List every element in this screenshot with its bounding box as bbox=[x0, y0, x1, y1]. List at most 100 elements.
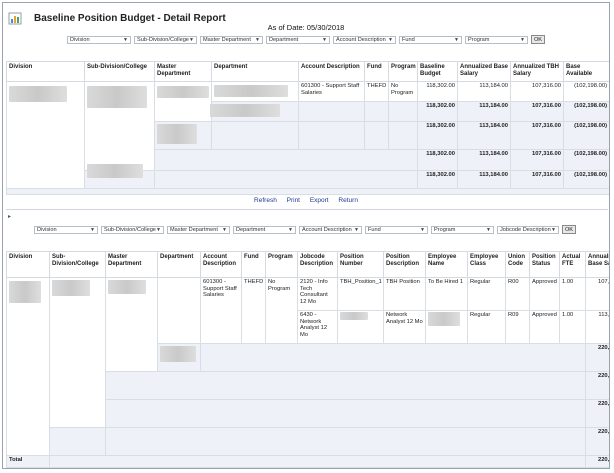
summary-table: Division Sub-Division/College Master Dep… bbox=[6, 61, 609, 195]
department-dropdown[interactable]: Department ▼ bbox=[266, 35, 330, 44]
detail-table: Division Sub-Division/College Master Dep… bbox=[6, 251, 609, 468]
position-number-cell bbox=[337, 310, 384, 344]
chevron-down-icon: ▼ bbox=[551, 226, 556, 233]
table-row: 601300 - Support Staff Salaries THEFD No… bbox=[6, 277, 609, 456]
subdivision-subtotal-cell bbox=[49, 427, 106, 456]
empty-cell bbox=[105, 371, 586, 400]
col-header-master-department: Master Department bbox=[105, 251, 158, 278]
redacted-block bbox=[108, 280, 146, 294]
fund-dropdown-2[interactable]: Fund ▼ bbox=[365, 225, 428, 234]
account-description-dropdown-2-label: Account Description bbox=[302, 226, 352, 233]
subtotal-base-salary-cell: 113,184.00 bbox=[457, 148, 511, 171]
empty-cell bbox=[200, 343, 586, 372]
union-code-cell: R00 bbox=[505, 277, 530, 311]
col-header-program: Program bbox=[265, 251, 298, 278]
tbh-salary-cell: 107,316.00 bbox=[510, 81, 564, 102]
subtotal-tbh-salary-cell: 107,316.00 bbox=[510, 169, 564, 189]
empty-cell bbox=[49, 455, 586, 468]
redacted-block bbox=[157, 123, 197, 144]
chevron-down-icon: ▼ bbox=[486, 226, 491, 233]
jobcode-description-dropdown[interactable]: Jobcode Description ▼ bbox=[497, 225, 559, 234]
employee-class-cell: Regular bbox=[467, 310, 506, 344]
department-subtotal-cell bbox=[210, 101, 299, 122]
account-description-dropdown-2[interactable]: Account Description ▼ bbox=[299, 225, 362, 234]
empty-cell bbox=[364, 120, 389, 150]
division-dropdown-2[interactable]: Division ▼ bbox=[34, 225, 98, 234]
col-header-department: Department bbox=[211, 61, 299, 82]
col-header-tbh-salary: Annualized TBH Salary bbox=[510, 61, 564, 82]
as-of-date: As of Date: 05/30/2018 bbox=[267, 23, 345, 32]
detail-table-header: Division Sub-Division/College Master Dep… bbox=[6, 251, 609, 278]
col-header-base-salary: Annualized Base Salary bbox=[457, 61, 511, 82]
subdivision-cell bbox=[49, 277, 106, 428]
base-salary-cell: 113,184.00 bbox=[457, 81, 511, 102]
master-department-dropdown-2[interactable]: Master Department ▼ bbox=[167, 225, 230, 234]
division-dropdown[interactable]: Division ▼ bbox=[67, 35, 131, 44]
col-header-account-description: Account Description bbox=[298, 61, 365, 82]
master-department-dropdown[interactable]: Master Department ▼ bbox=[200, 35, 263, 44]
division-cell bbox=[6, 277, 50, 456]
redacted-block bbox=[87, 86, 147, 108]
return-link[interactable]: Return bbox=[338, 197, 358, 204]
col-header-fund: Fund bbox=[364, 61, 389, 82]
redacted-block bbox=[210, 104, 280, 117]
empty-cell bbox=[105, 399, 586, 428]
subtotal-base-salary-cell: 113,184.00 bbox=[457, 120, 511, 150]
subtotal-salary-cell: 220,500.00 bbox=[585, 371, 609, 400]
table-row bbox=[6, 187, 609, 195]
subtotal-tbh-salary-cell: 107,316.00 bbox=[510, 101, 564, 122]
col-header-division: Division bbox=[6, 61, 85, 82]
empty-cell bbox=[388, 120, 418, 150]
empty-cell bbox=[388, 101, 418, 122]
master-department-cell bbox=[154, 81, 212, 122]
program-dropdown-2[interactable]: Program ▼ bbox=[431, 225, 494, 234]
collapse-arrow-icon[interactable]: ▸ bbox=[8, 213, 12, 220]
subtotal-budget-cell: 118,302.00 bbox=[417, 101, 458, 122]
col-header-department: Department bbox=[157, 251, 201, 278]
col-header-position-description: Position Description bbox=[383, 251, 426, 278]
empty-cell bbox=[364, 101, 389, 122]
col-header-subdivision: Sub-Division/College bbox=[49, 251, 106, 278]
subtotal-budget-cell: 118,302.00 bbox=[417, 148, 458, 171]
col-header-program: Program bbox=[388, 61, 418, 82]
subdivision-dropdown-2[interactable]: Sub-Division/College ▼ bbox=[101, 225, 164, 234]
export-link[interactable]: Export bbox=[309, 197, 329, 204]
action-links: Refresh Print Export Return bbox=[3, 197, 609, 204]
col-header-union-code: Union Code bbox=[505, 251, 530, 278]
employee-class-cell: Regular bbox=[467, 277, 506, 311]
table-row: 220,500.00 bbox=[7, 427, 609, 456]
table-row: 118,302.00 113,184.00 107,316.00 (102,19… bbox=[7, 163, 609, 189]
subdivision-dropdown[interactable]: Sub-Division/College ▼ bbox=[134, 35, 197, 44]
department-dropdown-label: Department bbox=[269, 36, 299, 43]
subtotal-available-cell: (102,198.00) bbox=[563, 169, 609, 189]
subdivision-cell bbox=[84, 81, 155, 171]
department-dropdown-2-label: Department bbox=[236, 226, 266, 233]
subtotal-budget-cell: 118,302.00 bbox=[417, 120, 458, 150]
chevron-down-icon: ▼ bbox=[222, 226, 227, 233]
subtotal-salary-cell: 220,500.00 bbox=[585, 427, 609, 456]
redacted-block bbox=[87, 163, 143, 178]
chevron-down-icon: ▼ bbox=[388, 36, 393, 43]
go-button-2[interactable]: OK bbox=[562, 225, 576, 234]
position-number-cell: TBH_Position_1 bbox=[337, 277, 384, 311]
account-description-dropdown[interactable]: Account Description ▼ bbox=[333, 35, 396, 44]
jobcode-cell: 2120 - Info Tech Consultant 12 Mo bbox=[297, 277, 338, 311]
position-status-cell: Approved bbox=[529, 310, 560, 344]
union-code-cell: R09 bbox=[505, 310, 530, 344]
program-cell: No Program bbox=[388, 81, 418, 102]
table-row: 601300 - Support Staff Salaries THEFD No… bbox=[6, 81, 609, 189]
empty-cell bbox=[298, 120, 365, 150]
actual-fte-cell: 1.00 bbox=[559, 310, 586, 344]
col-header-position-status: Position Status bbox=[529, 251, 560, 278]
chevron-down-icon: ▼ bbox=[189, 36, 194, 43]
go-button[interactable]: OK bbox=[531, 35, 545, 44]
program-dropdown[interactable]: Program ▼ bbox=[465, 35, 528, 44]
department-dropdown-2[interactable]: Department ▼ bbox=[233, 225, 296, 234]
summary-table-header: Division Sub-Division/College Master Dep… bbox=[6, 61, 609, 82]
redacted-block bbox=[9, 281, 41, 303]
refresh-link[interactable]: Refresh bbox=[254, 197, 277, 204]
print-link[interactable]: Print bbox=[286, 197, 300, 204]
jobcode-description-dropdown-label: Jobcode Description bbox=[500, 226, 551, 233]
division-dropdown-label: Division bbox=[70, 36, 90, 43]
fund-dropdown[interactable]: Fund ▼ bbox=[399, 35, 462, 44]
